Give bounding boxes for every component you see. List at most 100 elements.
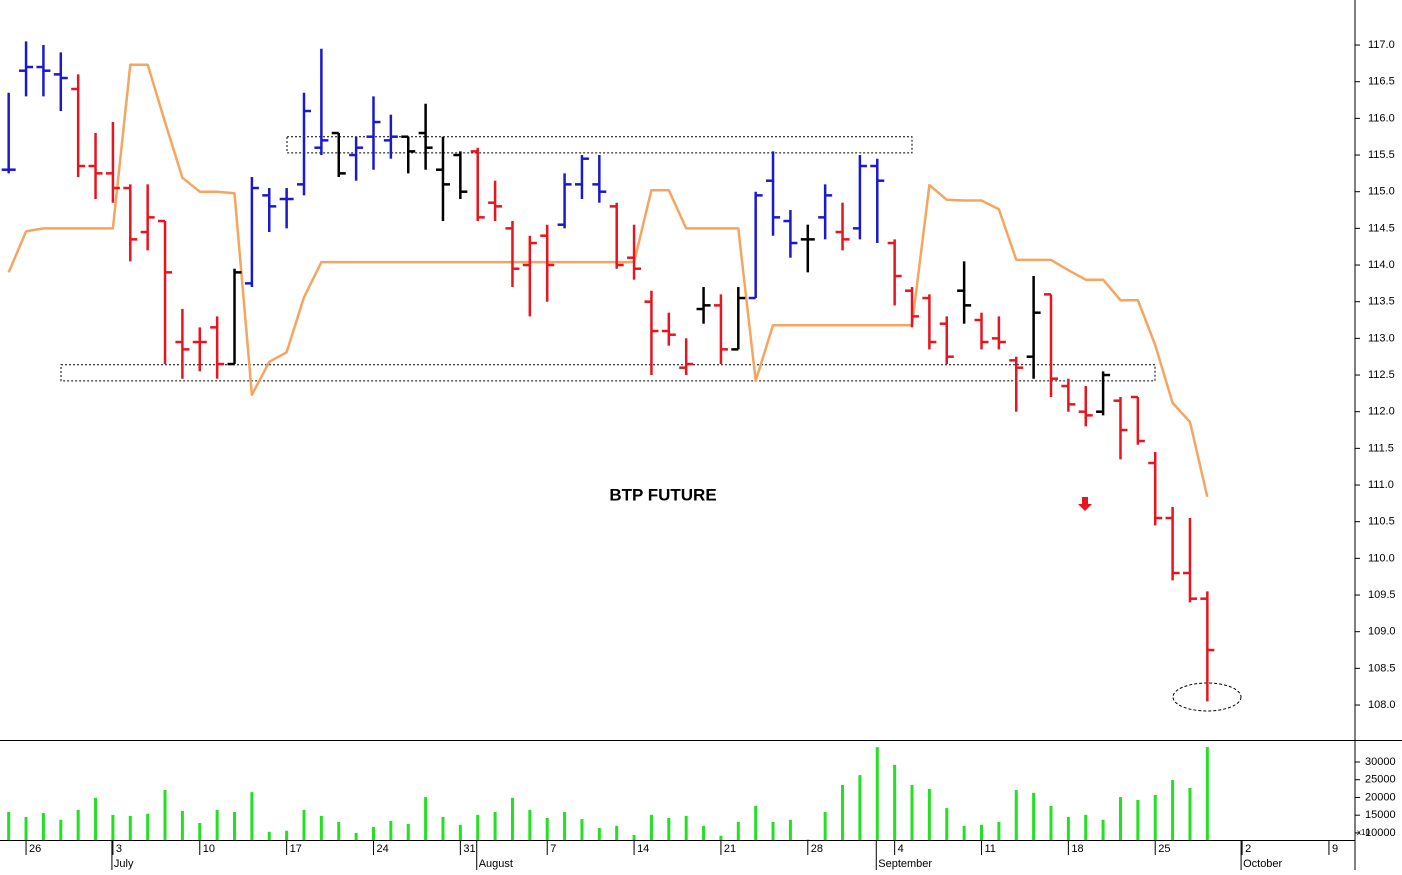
volume-bar: [563, 812, 566, 840]
x-tick-label: 28: [811, 843, 823, 855]
y-tick-label: 114.5: [1368, 222, 1395, 234]
volume-bar: [1032, 793, 1035, 840]
volume-bar: [198, 823, 201, 840]
y-tick-label: 110.0: [1368, 552, 1395, 564]
volume-bar: [546, 818, 549, 840]
volume-bar: [1136, 800, 1139, 840]
volume-bar: [337, 822, 340, 840]
volume-bar: [1102, 820, 1105, 840]
volume-tick-label: 30000: [1365, 756, 1396, 768]
y-tick-label: 115.5: [1368, 149, 1395, 161]
y-tick-label: 109.5: [1368, 589, 1396, 601]
volume-tick-label: 15000: [1365, 809, 1396, 821]
volume-bar: [216, 810, 219, 840]
volume-bar: [876, 747, 879, 840]
y-tick-label: 114.0: [1368, 259, 1395, 271]
volume-bar: [598, 828, 601, 840]
volume-bar: [303, 810, 306, 840]
y-tick-label: 109.0: [1368, 626, 1396, 638]
volume-bar: [789, 820, 792, 840]
volume-bar: [111, 815, 114, 840]
y-tick-label: 117.0: [1368, 39, 1395, 51]
y-tick-label: 108.0: [1368, 699, 1396, 711]
volume-bar: [615, 826, 618, 840]
volume-bar: [528, 810, 531, 840]
volume-bar: [164, 790, 167, 840]
y-tick-label: 116.0: [1368, 112, 1395, 124]
volume-bar: [511, 798, 514, 840]
y-tick-label: 108.5: [1368, 662, 1396, 674]
volume-bar: [94, 798, 97, 840]
volume-bar: [494, 812, 497, 840]
month-label: August: [479, 858, 513, 870]
volume-bar: [250, 792, 253, 840]
x-tick-label: 9: [1332, 843, 1338, 855]
y-tick-label: 112.0: [1368, 406, 1395, 418]
volume-bar: [389, 821, 392, 840]
volume-bar: [268, 832, 271, 840]
y-tick-label: 115.0: [1368, 186, 1395, 198]
volume-bar: [459, 825, 462, 840]
x-tick-label: 3: [116, 843, 122, 855]
volume-bar: [1154, 795, 1157, 840]
volume-bar: [685, 816, 688, 840]
y-tick-label: 111.5: [1368, 442, 1394, 454]
volume-bar: [77, 810, 80, 840]
y-tick-label: 116.5: [1368, 76, 1395, 88]
x-tick-label: 31: [463, 843, 475, 855]
volume-bar: [772, 822, 775, 840]
volume-bar: [633, 835, 636, 840]
volume-bar: [7, 812, 10, 840]
volume-bar: [997, 822, 1000, 840]
y-tick-label: 113.0: [1368, 332, 1395, 344]
x-tick-label: 7: [550, 843, 556, 855]
y-tick-label: 113.5: [1368, 296, 1395, 308]
month-label: July: [114, 858, 134, 870]
volume-bar: [42, 813, 45, 840]
volume-bar: [737, 822, 740, 840]
volume-bar: [1049, 806, 1052, 840]
volume-tick-label: 25000: [1365, 774, 1396, 786]
volume-bar: [1171, 780, 1174, 840]
volume-tick-label: 10000: [1365, 827, 1396, 839]
volume-bar: [650, 815, 653, 840]
y-tick-label: 112.5: [1368, 369, 1395, 381]
volume-bar: [754, 806, 757, 840]
volume-bar: [1067, 817, 1070, 840]
x-tick-label: 2: [1245, 843, 1251, 855]
volume-bar: [893, 765, 896, 840]
y-tick-label: 110.5: [1368, 516, 1395, 528]
month-label: October: [1243, 858, 1282, 870]
chart-title: BTP FUTURE: [609, 485, 716, 504]
volume-bar: [424, 797, 427, 840]
volume-bar: [320, 816, 323, 840]
volume-tick-label: 20000: [1365, 791, 1396, 803]
x-tick-label: 10: [203, 843, 215, 855]
volume-bar: [702, 826, 705, 840]
x-tick-label: 11: [985, 843, 996, 855]
volume-bar: [233, 812, 236, 840]
volume-bar: [372, 827, 375, 840]
volume-bar: [858, 775, 861, 840]
month-label: September: [878, 858, 932, 870]
volume-bar: [1188, 788, 1191, 840]
x-tick-label: 18: [1071, 843, 1083, 855]
x-tick-label: 14: [637, 843, 649, 855]
volume-bar: [59, 820, 62, 840]
x-tick-label: 4: [898, 843, 904, 855]
x-tick-label: 17: [290, 843, 302, 855]
volume-bar: [1119, 797, 1122, 840]
x-tick-label: 24: [376, 843, 388, 855]
x-tick-label: 26: [29, 843, 41, 855]
volume-bar: [1206, 747, 1209, 840]
volume-bar: [129, 816, 132, 840]
volume-bar: [667, 818, 670, 840]
volume-bar: [355, 833, 358, 840]
volume-bar: [719, 836, 722, 840]
volume-bar: [407, 824, 410, 840]
volume-bar: [945, 808, 948, 840]
volume-bar: [25, 817, 28, 840]
x-tick-label: 25: [1158, 843, 1170, 855]
